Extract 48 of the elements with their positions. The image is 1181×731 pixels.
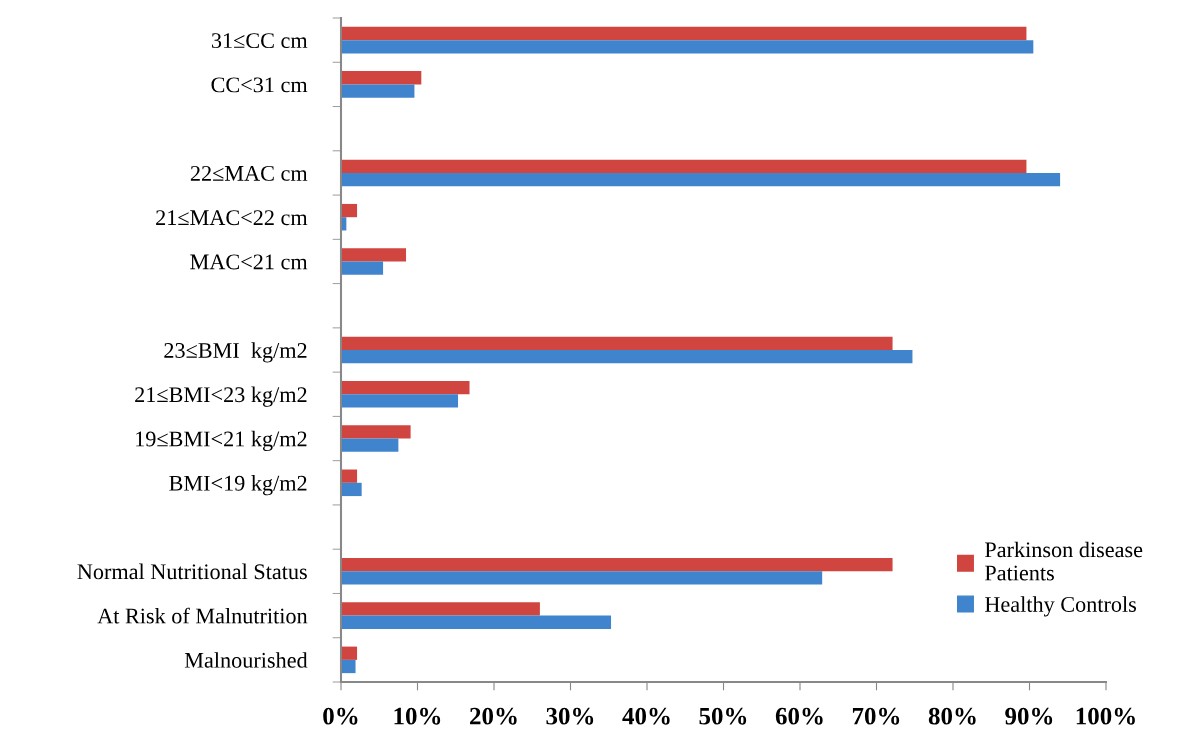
x-tick-label: 50% (699, 707, 747, 725)
bar (341, 248, 407, 262)
x-tick-label: 100% (1076, 707, 1135, 725)
bar (341, 40, 1034, 54)
bar (341, 159, 1027, 173)
y-tick-label: 23≤BMI kg/m2 (164, 342, 307, 363)
bar (341, 438, 399, 452)
x-tick-label: 70% (852, 707, 900, 725)
bar (341, 350, 913, 364)
y-tick-label: 21≤BMI<23 kg/m2 (135, 386, 307, 407)
bar (341, 172, 1061, 187)
bar (341, 659, 356, 674)
bar (341, 558, 893, 572)
bar (341, 425, 411, 439)
x-tick-label: 90% (1005, 707, 1053, 725)
x-tick-label: 0% (323, 707, 358, 725)
bar (341, 71, 422, 85)
bar (341, 602, 540, 616)
bar (341, 380, 470, 395)
y-tick-label: At Risk of Malnutrition (97, 607, 308, 624)
x-tick-label: 80% (928, 707, 976, 725)
y-tick-label: MAC<21 cm (190, 254, 308, 270)
bar (341, 482, 362, 497)
bar (341, 394, 459, 408)
y-tick-label: 19≤BMI<21 kg/m2 (136, 430, 307, 452)
y-tick-label: Normal Nutritional Status (77, 563, 307, 580)
legend-label: Healthy Controls (985, 596, 1137, 617)
x-tick-label: 60% (775, 707, 823, 725)
bar (341, 571, 823, 585)
y-tick-label: 31≤CC cm (211, 33, 308, 49)
bar (341, 26, 1027, 41)
bar (341, 84, 415, 98)
y-tick-label: 21≤MAC<22 cm (156, 210, 308, 226)
x-tick-label: 20% (470, 707, 517, 725)
legend-label: Parkinson disease Patients (985, 541, 1143, 581)
y-tick-label: BMI<19 kg/m2 (169, 475, 307, 496)
bar (341, 469, 358, 483)
y-tick-label: CC<31 cm (211, 77, 308, 93)
y-tick-label: Malnourished (184, 652, 308, 668)
bar (341, 203, 358, 218)
bar (341, 336, 893, 350)
bar (341, 615, 612, 629)
x-tick-label: 40% (622, 707, 670, 725)
bar (341, 646, 358, 660)
bar (341, 261, 384, 275)
x-tick-label: 30% (546, 707, 594, 725)
x-tick-label: 10% (394, 707, 441, 725)
y-tick-label: 22≤MAC cm (190, 165, 308, 181)
